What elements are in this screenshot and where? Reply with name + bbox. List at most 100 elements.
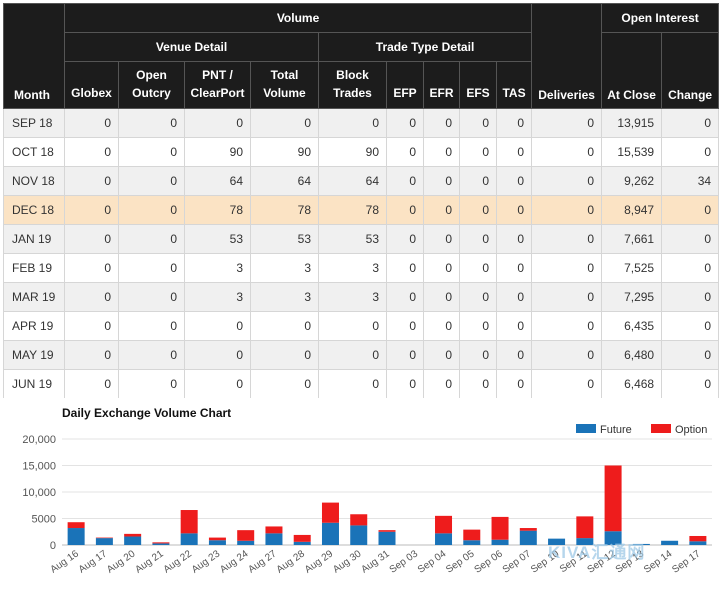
table-body: SEP 18 0 0 0 0 0 0 0 0 0 0 13,915 0 OCT 18 0 0 90 90 90 0 0 0… (3, 108, 719, 399)
bar-future (208, 540, 226, 545)
cell-efs: 0 (459, 340, 497, 370)
cell-at-close: 13,915 (601, 108, 663, 138)
cell-at-close: 6,435 (601, 311, 663, 341)
cell-efr: 0 (423, 137, 460, 167)
cell-efr: 0 (423, 108, 460, 138)
col-header-tas: TAS (495, 61, 533, 109)
bar-option (208, 537, 226, 541)
cell-month: MAR 19 (3, 282, 65, 312)
cell-tas: 0 (495, 311, 533, 341)
bar-option (293, 534, 311, 542)
legend-label-option: Option (675, 424, 707, 436)
cell-efp: 0 (386, 108, 424, 138)
cell-change: 0 (661, 108, 719, 138)
cell-tas: 0 (495, 282, 533, 312)
cell-month: APR 19 (3, 311, 65, 341)
cell-total-volume: 64 (250, 166, 319, 196)
bar-option (576, 516, 594, 539)
x-tick-label: Aug 27 (246, 548, 279, 575)
x-tick-label: Sep 07 (501, 548, 534, 575)
table-row: JUN 19 0 0 0 0 0 0 0 0 0 0 6,468 0 (3, 369, 719, 399)
cell-pnt-clearport: 3 (184, 253, 251, 283)
bar-option (67, 522, 85, 529)
watermark-logo: KIVA汇通网 (548, 543, 646, 562)
bar-option (95, 537, 113, 539)
cell-efp: 0 (386, 195, 424, 225)
y-tick-label: 15,000 (22, 461, 56, 473)
cell-deliveries: 0 (531, 253, 603, 283)
group-header-venue-detail: Venue Detail (64, 32, 319, 62)
cell-efr: 0 (423, 282, 460, 312)
bar-future (632, 543, 650, 545)
bar-future (152, 543, 170, 545)
cell-deliveries: 0 (531, 166, 603, 196)
cell-at-close: 7,525 (601, 253, 663, 283)
cell-efs: 0 (459, 282, 497, 312)
cell-efr: 0 (423, 340, 460, 370)
cell-month: OCT 18 (3, 137, 65, 167)
cell-open-outcry: 0 (118, 311, 185, 341)
bar-future (576, 538, 594, 545)
cell-at-close: 9,262 (601, 166, 663, 196)
cell-deliveries: 0 (531, 340, 603, 370)
bar-option (378, 530, 396, 532)
x-tick-label: Aug 20 (105, 548, 138, 575)
cell-total-volume: 90 (250, 137, 319, 167)
cell-total-volume: 0 (250, 340, 319, 370)
cell-globex: 0 (64, 108, 119, 138)
table-row: DEC 18 0 0 78 78 78 0 0 0 0 0 8,947 0 (3, 195, 719, 225)
x-tick-label: Sep 06 (472, 548, 505, 575)
cell-total-volume: 0 (250, 369, 319, 399)
cell-deliveries: 0 (531, 369, 603, 399)
col-header-block-trades: Block Trades (318, 61, 387, 109)
bar-future (265, 533, 283, 545)
legend-swatch-future (576, 424, 596, 433)
cell-block-trades: 3 (318, 253, 387, 283)
x-tick-label: Aug 28 (275, 548, 308, 575)
cell-month: DEC 18 (3, 195, 65, 225)
cell-month: NOV 18 (3, 166, 65, 196)
col-header-efr: EFR (423, 61, 460, 109)
bar-future (435, 533, 453, 545)
cell-efs: 0 (459, 224, 497, 254)
cell-month: JAN 19 (3, 224, 65, 254)
cell-efs: 0 (459, 253, 497, 283)
bar-option (689, 535, 707, 542)
cell-at-close: 6,480 (601, 340, 663, 370)
cell-pnt-clearport: 0 (184, 108, 251, 138)
cell-efr: 0 (423, 195, 460, 225)
cell-globex: 0 (64, 224, 119, 254)
bar-future (95, 538, 113, 545)
cell-deliveries: 0 (531, 137, 603, 167)
cell-block-trades: 0 (318, 311, 387, 341)
cell-month: SEP 18 (3, 108, 65, 138)
x-tick-label: Sep 17 (670, 548, 703, 575)
bar-option (435, 515, 453, 534)
cell-change: 0 (661, 253, 719, 283)
cell-change: 0 (661, 311, 719, 341)
cell-globex: 0 (64, 282, 119, 312)
cell-deliveries: 0 (531, 108, 603, 138)
x-tick-label: Aug 24 (218, 548, 251, 575)
cell-pnt-clearport: 0 (184, 340, 251, 370)
table-row: MAY 19 0 0 0 0 0 0 0 0 0 0 6,480 0 (3, 340, 719, 370)
cell-deliveries: 0 (531, 311, 603, 341)
cell-efs: 0 (459, 195, 497, 225)
cell-total-volume: 78 (250, 195, 319, 225)
table-row: FEB 19 0 0 3 3 3 0 0 0 0 0 7,525 0 (3, 253, 719, 283)
cell-month: JUN 19 (3, 369, 65, 399)
cell-change: 0 (661, 195, 719, 225)
cell-pnt-clearport: 0 (184, 369, 251, 399)
cell-globex: 0 (64, 369, 119, 399)
col-header-at-close: At Close (601, 32, 663, 109)
cell-open-outcry: 0 (118, 166, 185, 196)
cell-change: 34 (661, 166, 719, 196)
bar-future (350, 525, 368, 545)
cell-block-trades: 53 (318, 224, 387, 254)
bar-future (321, 522, 339, 545)
cell-efp: 0 (386, 166, 424, 196)
cell-change: 0 (661, 224, 719, 254)
legend-swatch-option (651, 424, 671, 433)
cell-open-outcry: 0 (118, 253, 185, 283)
